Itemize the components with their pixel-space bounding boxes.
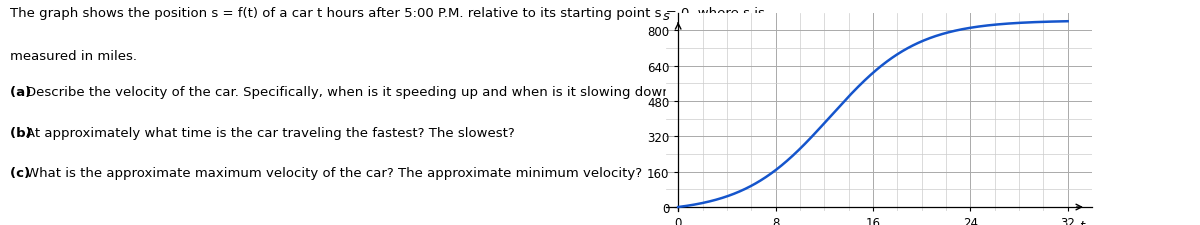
Text: (b): (b)	[10, 126, 36, 139]
Text: t: t	[1080, 219, 1085, 225]
Text: At approximately what time is the car traveling the fastest? The slowest?: At approximately what time is the car tr…	[26, 126, 515, 139]
Text: measured in miles.: measured in miles.	[10, 50, 137, 63]
Text: (c): (c)	[10, 166, 35, 180]
Text: The graph shows the position s = f(t) of a car t hours after 5:00 P.M. relative : The graph shows the position s = f(t) of…	[10, 7, 764, 20]
Text: (a): (a)	[10, 86, 36, 99]
Text: What is the approximate maximum velocity of the car? The approximate minimum vel: What is the approximate maximum velocity…	[26, 166, 642, 180]
Text: s: s	[662, 10, 670, 23]
Text: Describe the velocity of the car. Specifically, when is it speeding up and when : Describe the velocity of the car. Specif…	[26, 86, 678, 99]
